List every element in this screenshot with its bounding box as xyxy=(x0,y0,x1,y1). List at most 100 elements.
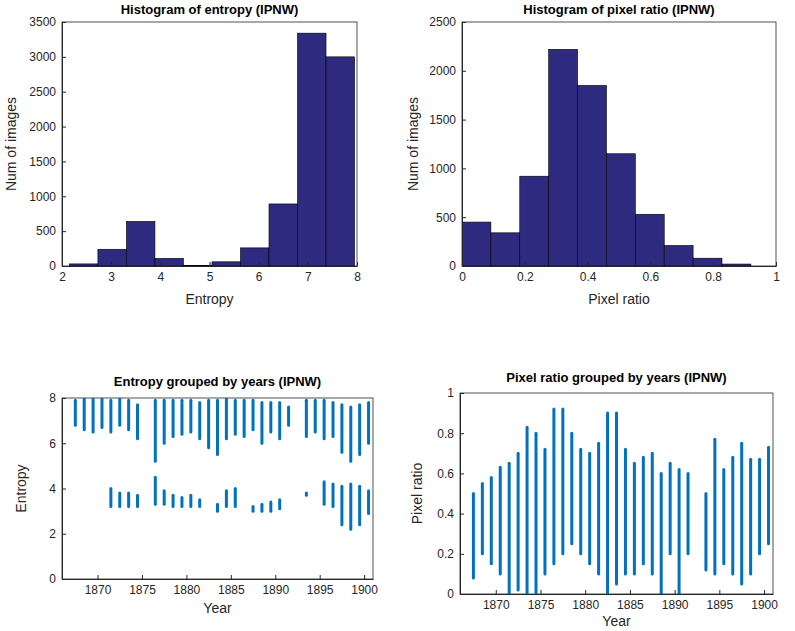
histogram-bar xyxy=(326,57,355,266)
tick-label: 0.8 xyxy=(437,427,454,441)
tick-label: 0 xyxy=(447,587,454,601)
chart-title: Histogram of pixel ratio (IPNW) xyxy=(523,2,714,17)
range-strip xyxy=(278,500,281,509)
tick-label: 4 xyxy=(49,482,56,496)
range-strip xyxy=(225,398,228,439)
tick: 3500 xyxy=(29,15,66,29)
tick-label: 2500 xyxy=(429,15,456,29)
axis-line xyxy=(62,23,63,267)
range-strip xyxy=(358,405,361,455)
tick: 1900 xyxy=(351,575,378,597)
axis-line xyxy=(461,594,774,595)
tick: 0 xyxy=(49,259,66,273)
y-axis: 05001000150020002500 xyxy=(429,15,466,273)
tick: 1895 xyxy=(706,590,733,612)
histogram-bar xyxy=(462,222,491,266)
range-strip xyxy=(127,493,130,507)
tick-label: 0.2 xyxy=(517,270,534,284)
tick-mark xyxy=(776,262,777,266)
x-axis: 1870187518801885189018951900 xyxy=(63,575,379,597)
tick-label: 4 xyxy=(157,270,164,284)
range-strip xyxy=(349,484,352,529)
tick-mark xyxy=(713,262,714,266)
tick-label: 0.4 xyxy=(580,270,597,284)
range-strip xyxy=(252,507,255,512)
range-strip xyxy=(472,494,475,578)
range-strip xyxy=(642,457,645,564)
range-strip xyxy=(172,400,175,436)
tick-label: 1885 xyxy=(617,598,644,612)
range-strip xyxy=(278,403,281,439)
tick: 0.6 xyxy=(643,262,660,284)
range-strip xyxy=(543,449,546,574)
tick-label: 6 xyxy=(49,437,56,451)
range-strip xyxy=(269,403,272,432)
histogram-bar xyxy=(635,214,664,266)
histogram-bar xyxy=(240,248,269,266)
tick-label: 0 xyxy=(49,572,56,586)
tick-label: 500 xyxy=(36,224,56,238)
tick-label: 0 xyxy=(459,270,466,284)
tick: 1 xyxy=(773,262,780,284)
plot-frame xyxy=(62,398,373,579)
range-strip xyxy=(109,400,112,432)
tick: 3 xyxy=(108,262,115,284)
tick-mark xyxy=(308,262,309,266)
range-strip xyxy=(749,459,752,574)
range-strip xyxy=(287,407,290,425)
tick-label: 0 xyxy=(49,259,56,273)
tick-mark xyxy=(540,590,541,594)
range-strip xyxy=(332,484,335,507)
x-axis-title: Entropy xyxy=(185,291,233,307)
tick: 1900 xyxy=(751,590,778,612)
tick-mark xyxy=(462,217,466,218)
plot-frame xyxy=(462,22,776,266)
tick-mark xyxy=(460,433,464,434)
tick: 0.2 xyxy=(437,547,464,561)
tick-mark xyxy=(764,590,765,594)
histogram-bar xyxy=(212,262,241,266)
range-strip xyxy=(669,463,672,553)
tick-label: 0.8 xyxy=(705,270,722,284)
tick: 1870 xyxy=(85,575,112,597)
range-strip xyxy=(207,400,210,448)
range-strip xyxy=(615,413,618,584)
tick: 0.4 xyxy=(437,507,464,521)
tick-mark xyxy=(320,575,321,579)
tick: 1880 xyxy=(174,575,201,597)
tick-label: 0.2 xyxy=(437,547,454,561)
tick: 1875 xyxy=(129,575,156,597)
tick-mark xyxy=(630,590,631,594)
tick: 1875 xyxy=(528,590,555,612)
range-strip xyxy=(624,449,627,574)
range-strip xyxy=(305,400,308,436)
range-strip xyxy=(83,398,86,430)
tick: 0.2 xyxy=(517,262,534,284)
tick: 500 xyxy=(36,224,66,238)
range-strip xyxy=(349,407,352,461)
tick-label: 0 xyxy=(449,259,456,273)
tick-mark xyxy=(111,262,112,266)
tick: 1500 xyxy=(429,113,466,127)
range-strip xyxy=(163,400,166,443)
range-strip xyxy=(758,459,761,553)
range-strip xyxy=(136,495,139,506)
range-strip xyxy=(367,491,370,514)
range-strip xyxy=(260,504,263,511)
tick-mark xyxy=(460,554,464,555)
tick-mark xyxy=(460,594,464,595)
tick: 1870 xyxy=(483,590,510,612)
tick-mark xyxy=(462,71,466,72)
tick-label: 7 xyxy=(305,270,312,284)
histogram-bar xyxy=(693,258,722,266)
y-axis-title: Pixel ratio xyxy=(409,463,425,525)
range-strip xyxy=(687,473,690,553)
range-strip xyxy=(767,447,770,543)
tick-label: 3500 xyxy=(29,15,56,29)
range-series xyxy=(75,398,368,461)
tick: 6 xyxy=(256,262,263,284)
histogram-bar xyxy=(269,204,298,266)
tick-mark xyxy=(650,262,651,266)
y-axis-title: Entropy xyxy=(13,464,29,512)
range-strip xyxy=(323,482,326,505)
